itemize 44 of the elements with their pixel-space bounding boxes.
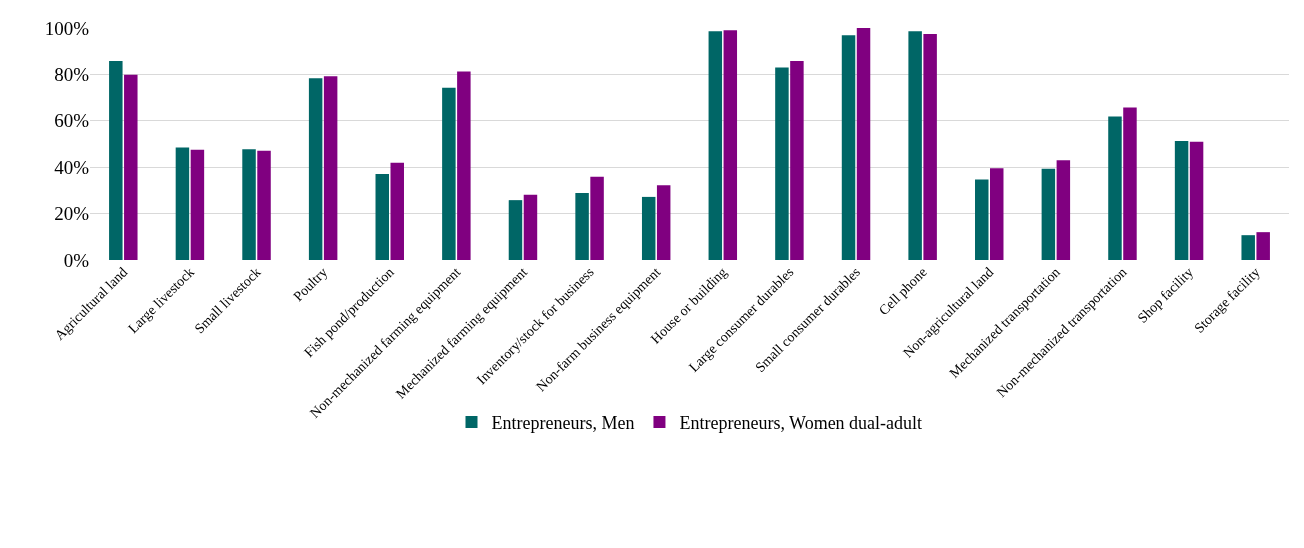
bar [1056, 160, 1071, 260]
bar [1041, 168, 1056, 260]
bar [1241, 235, 1255, 260]
bar [175, 147, 190, 260]
bar [190, 149, 205, 260]
bar [790, 60, 804, 260]
bar [442, 87, 456, 260]
bar [1189, 141, 1204, 260]
bar [375, 173, 389, 260]
bar [990, 168, 1004, 260]
y-tick-label: 80% [54, 64, 90, 86]
bar [856, 28, 871, 260]
bar [923, 34, 937, 260]
bar [641, 196, 656, 260]
bar [124, 74, 138, 260]
y-tick-label: 0% [63, 249, 90, 271]
y-tick-label: 20% [54, 203, 90, 225]
bar [242, 149, 256, 260]
bar [257, 150, 271, 260]
bar [1123, 107, 1137, 260]
bar [1174, 140, 1189, 260]
bar [1108, 116, 1122, 260]
bar [575, 192, 589, 260]
bar [308, 78, 323, 260]
bar [523, 194, 538, 260]
bar [457, 71, 471, 260]
bar [708, 31, 723, 260]
legend-label: Entrepreneurs, Women dual-adult [679, 413, 923, 434]
y-tick-label: 40% [54, 156, 90, 178]
bar [390, 162, 404, 260]
bar [1256, 232, 1270, 260]
bar [323, 76, 338, 260]
bar [723, 30, 738, 260]
y-tick-label: 100% [44, 17, 90, 39]
bar [841, 35, 856, 260]
bar [908, 31, 922, 260]
legend-label: Entrepreneurs, Men [491, 413, 635, 434]
bar [656, 185, 671, 260]
bar [775, 67, 789, 260]
y-tick-label: 60% [54, 110, 90, 132]
bar [590, 176, 604, 260]
bar [109, 60, 123, 260]
bar [975, 179, 989, 260]
bar [508, 200, 523, 260]
